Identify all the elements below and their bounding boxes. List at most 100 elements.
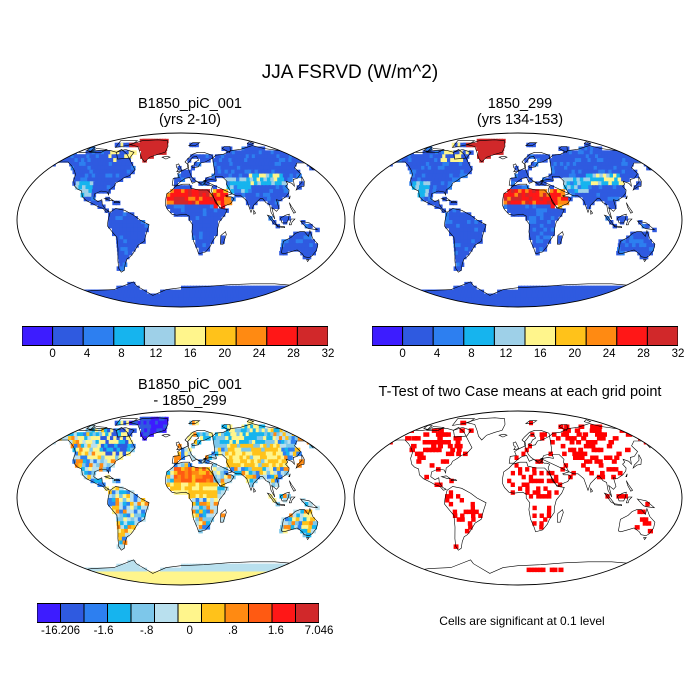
- grid-cell: [170, 482, 175, 487]
- coastline-sul: [288, 496, 296, 504]
- grid-cell: [310, 250, 316, 256]
- grid-cell: [275, 436, 282, 441]
- grid-cell: [243, 583, 257, 585]
- grid-cell: [115, 486, 120, 491]
- grid-cell: [59, 297, 70, 302]
- grid-cell: [98, 451, 104, 457]
- grid-cell: [550, 470, 555, 476]
- grid-cell: [176, 305, 180, 307]
- grid-cell: [401, 301, 416, 306]
- grid-cell: [572, 162, 578, 167]
- grid-cell: [413, 177, 419, 182]
- grid-cell: [68, 297, 78, 302]
- grid-cell: [291, 447, 297, 453]
- grid-cell: [137, 239, 143, 244]
- grid-cell: [206, 208, 211, 213]
- grid-cell: [98, 579, 109, 584]
- grid-cell: [451, 165, 457, 171]
- grid-cell: [271, 204, 276, 209]
- grid-cell: [288, 563, 296, 569]
- grid-cell: [435, 301, 446, 306]
- grid-cell: [303, 528, 309, 534]
- grid-cell: [532, 192, 537, 198]
- grid-cell: [127, 583, 138, 585]
- grid-cell: [637, 250, 643, 256]
- grid-cell: [149, 571, 155, 576]
- coastline-bank: [86, 425, 96, 430]
- grid-cell: [263, 474, 269, 480]
- grid-cell: [601, 432, 607, 437]
- grid-cell: [630, 289, 639, 295]
- grid-cell: [204, 575, 210, 580]
- grid-cell: [239, 162, 245, 167]
- grid-cell: [191, 220, 197, 225]
- grid-cell: [539, 192, 544, 198]
- grid-cell: [173, 474, 178, 480]
- grid-cell: [198, 521, 204, 526]
- grid-cell: [598, 432, 604, 437]
- grid-cell: [119, 486, 124, 491]
- grid-cell: [484, 138, 490, 144]
- grid-cell: [586, 196, 591, 202]
- grid-cell: [385, 158, 393, 163]
- grid-cell: [459, 158, 465, 163]
- grid-cell: [604, 154, 611, 159]
- grid-cell: [156, 150, 161, 155]
- grid-cell: [263, 301, 275, 306]
- grid-cell: [459, 173, 465, 179]
- grid-cell: [87, 158, 94, 163]
- grid-cell: [72, 181, 78, 186]
- colorbar-tick-label: 4: [83, 348, 91, 360]
- grid-cell: [542, 177, 547, 182]
- coastline-phil: [289, 480, 297, 492]
- grid-cell: [500, 142, 505, 148]
- grid-cell: [269, 173, 275, 179]
- grid-cell: [70, 297, 81, 302]
- panel1-title-line2: (yrs 2-10): [158, 112, 222, 128]
- grid-cell: [433, 305, 449, 307]
- grid-cell: [409, 181, 415, 186]
- grid-cell: [568, 169, 573, 175]
- grid-cell: [266, 455, 272, 460]
- grid-cell: [280, 192, 286, 198]
- grid-cell: [414, 436, 421, 441]
- grid-cell: [545, 154, 551, 159]
- grid-cell: [600, 305, 618, 307]
- grid-cell: [128, 440, 134, 445]
- grid-cell: [65, 571, 75, 576]
- grid-cell: [224, 424, 230, 429]
- colorbar-swatch: [154, 603, 179, 623]
- grid-cell: [181, 567, 185, 573]
- grid-cell: [282, 463, 288, 468]
- grid-cell: [535, 192, 541, 198]
- grid-cell: [639, 289, 648, 295]
- grid-cell: [237, 185, 242, 190]
- grid-cell: [221, 451, 227, 457]
- grid-cell: [234, 563, 241, 569]
- grid-cell: [610, 192, 616, 198]
- colorbar-tick-label: .8: [228, 625, 238, 637]
- grid-cell: [81, 158, 87, 163]
- grid-cell: [99, 447, 105, 453]
- grid-cell: [276, 575, 287, 580]
- grid-cell: [289, 443, 296, 449]
- grid-cell: [635, 243, 641, 248]
- grid-cell: [221, 154, 226, 159]
- grid-cell: [142, 146, 148, 151]
- grid-cell: [297, 247, 303, 252]
- grid-cell: [52, 289, 61, 295]
- grid-cell: [611, 200, 617, 206]
- grid-cell: [452, 231, 458, 237]
- grid-cell: [481, 223, 486, 229]
- grid-cell: [258, 575, 267, 580]
- grid-cell: [178, 293, 182, 298]
- grid-cell: [83, 293, 91, 298]
- grid-cell: [446, 169, 452, 175]
- grid-cell: [84, 451, 90, 457]
- grid-cell: [450, 301, 460, 306]
- grid-cell: [452, 216, 457, 221]
- grid-cell: [456, 212, 461, 217]
- grid-cell: [230, 443, 236, 449]
- grid-cell: [100, 158, 106, 163]
- grid-cell: [591, 185, 597, 190]
